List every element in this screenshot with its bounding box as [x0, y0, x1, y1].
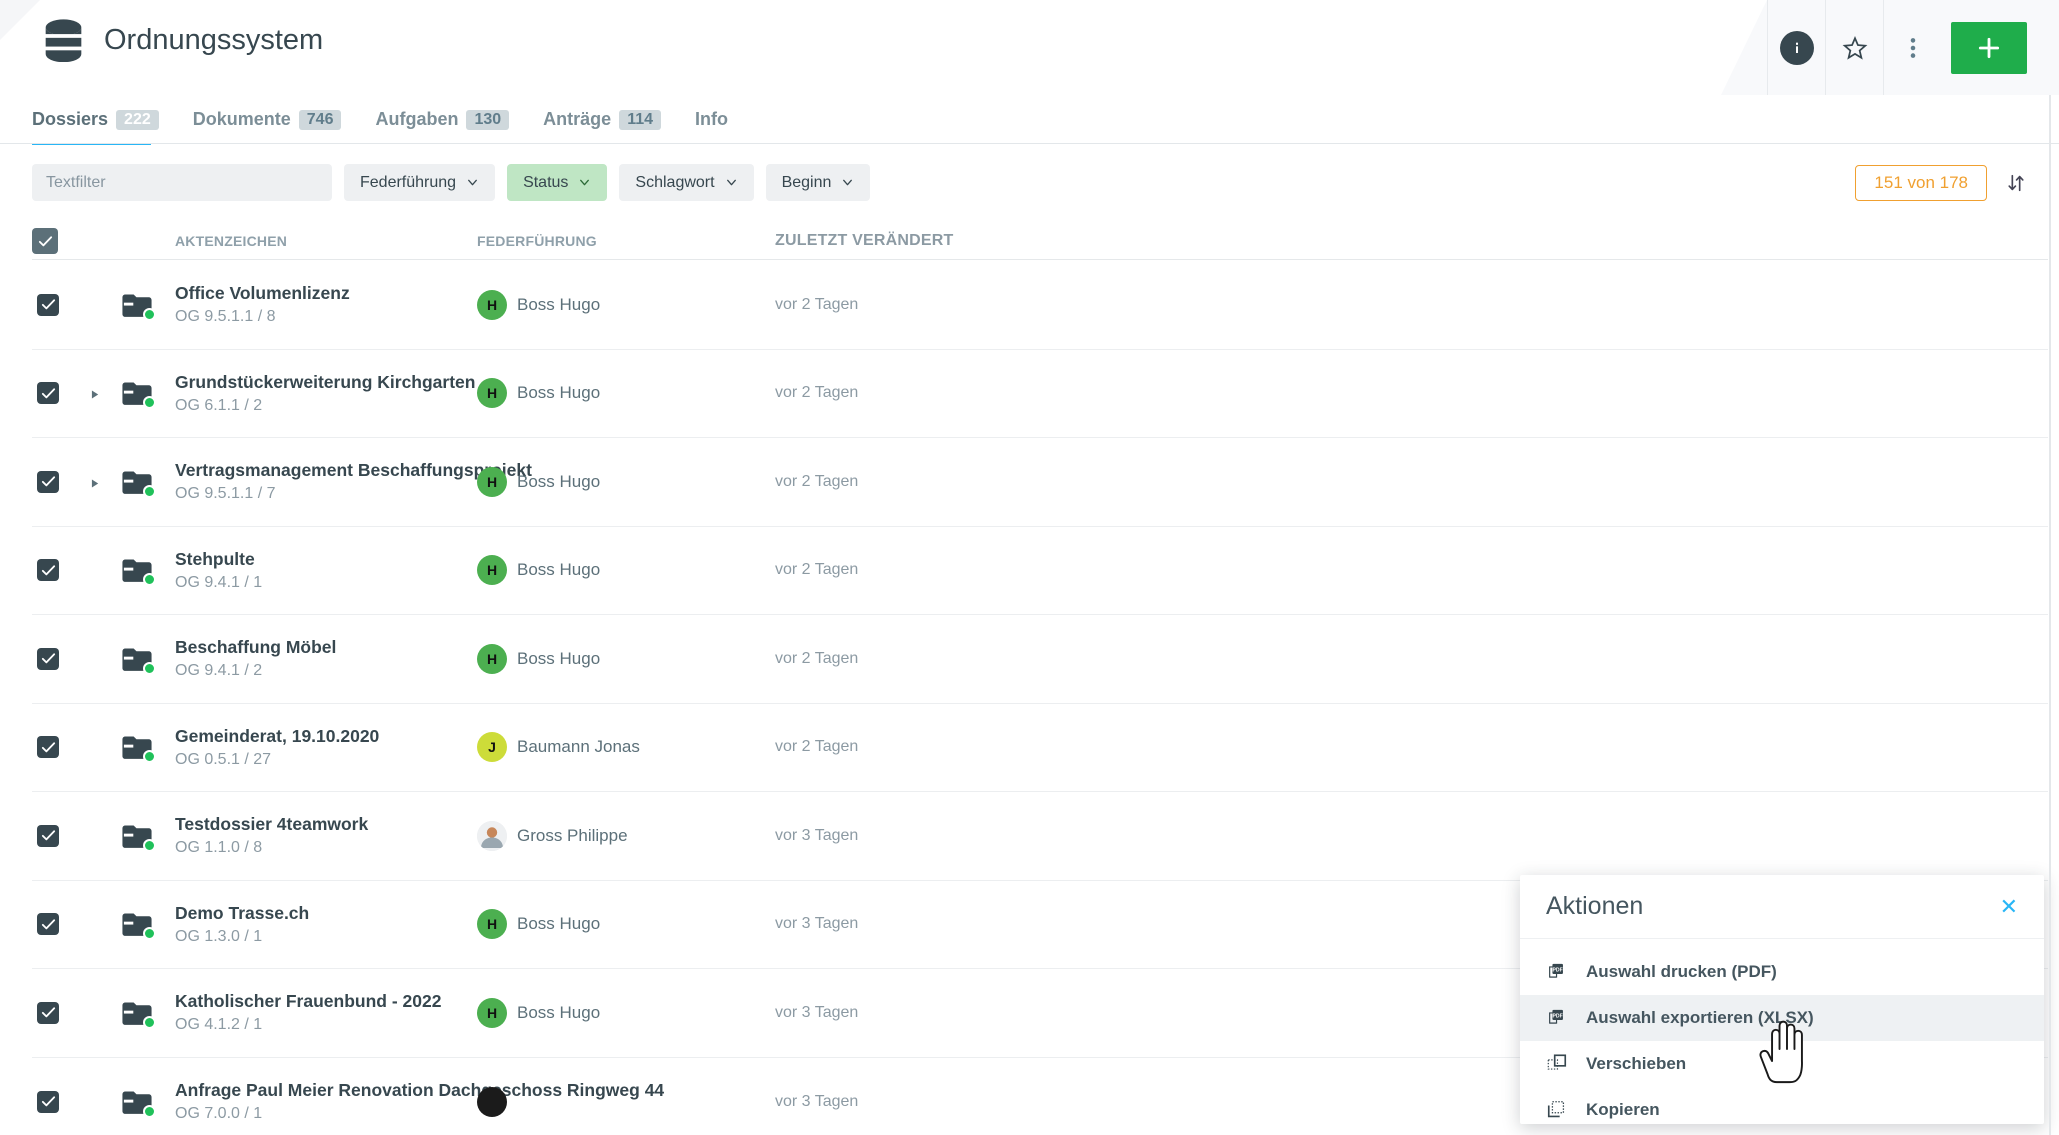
svg-text:PDF: PDF — [1553, 1013, 1563, 1019]
svg-text:PDF: PDF — [1553, 967, 1563, 973]
